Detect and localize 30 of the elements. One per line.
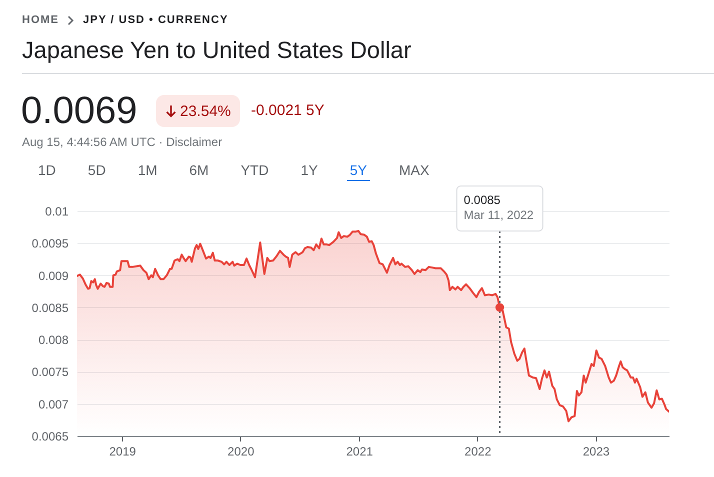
- y-tick-label: 0.008: [38, 333, 69, 348]
- text: 1D: [37, 162, 57, 180]
- text: 1M: [136, 162, 158, 180]
- y-tick-label: 0.0095: [32, 236, 69, 251]
- text: JPY / USD • CURRENCY: [83, 13, 228, 27]
- annotation: Mar 11, 2022: [464, 208, 534, 222]
- x-tick-label: 2020: [228, 444, 255, 458]
- text: 6M: [188, 162, 210, 180]
- text: MAX: [398, 162, 430, 180]
- y-tick-label: 0.007: [38, 397, 69, 412]
- text: 23.54%: [180, 102, 231, 120]
- text: 1Y: [300, 162, 319, 180]
- x-tick-label: 2023: [582, 444, 610, 458]
- text: 0.0069: [21, 90, 138, 132]
- x-tick-label: 2022: [464, 444, 492, 458]
- x-tick-label: 2021: [346, 444, 374, 458]
- y-tick-label: 0.0065: [32, 430, 69, 444]
- text: HOME: [22, 13, 59, 27]
- y-tick-label: 0.0085: [32, 300, 69, 315]
- chart-title: Japanese Yen to United States Dollar: [22, 37, 412, 64]
- y-tick-label: 0.01: [45, 204, 69, 218]
- text: Aug 15, 4:44:56 AM UTC · Disclaimer: [22, 135, 222, 150]
- text: 5Y: [346, 162, 370, 183]
- x-tick-label: 2019: [109, 444, 136, 458]
- text: 0.0085: [464, 193, 501, 207]
- y-tick-label: 0.0075: [32, 365, 69, 380]
- text: YTD: [240, 162, 270, 180]
- text: -0.0021 5Y: [251, 102, 324, 120]
- y-tick-label: 0.009: [38, 268, 69, 283]
- text: 5D: [86, 162, 107, 180]
